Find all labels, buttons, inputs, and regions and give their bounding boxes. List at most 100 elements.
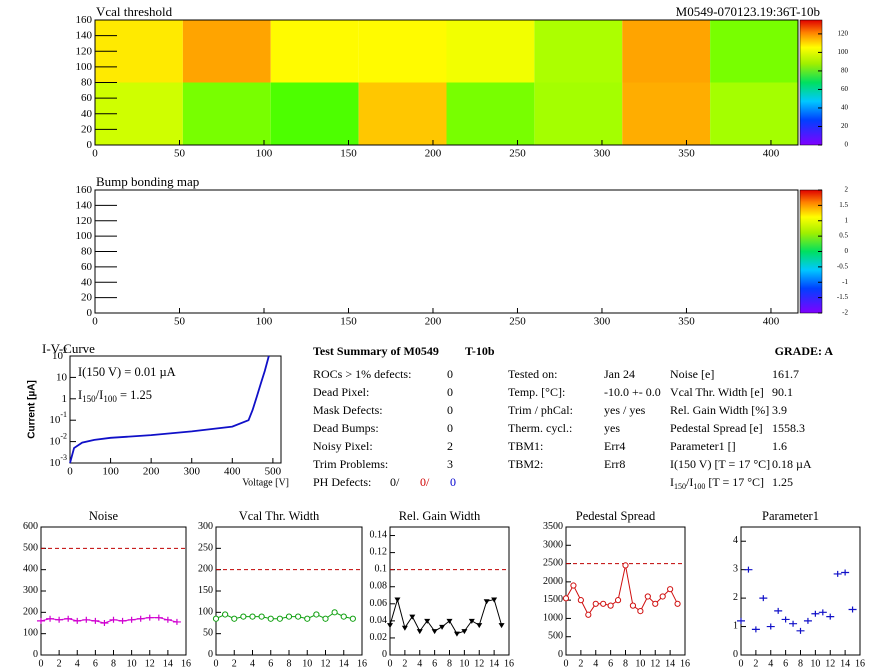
color-tick-label: 1.5 — [839, 201, 848, 209]
y-tick-base: 100 — [76, 230, 93, 242]
x-tick-label: 12 — [321, 658, 331, 669]
y-tick-label: 80 — [81, 76, 93, 88]
y-tick-label: 102 — [52, 346, 67, 362]
summary-label: TBM1: — [508, 439, 543, 453]
marker — [652, 600, 659, 607]
y-tick-label: 1 — [733, 621, 738, 632]
y-tick-base: 0.1 — [375, 564, 388, 575]
heat-cell — [358, 82, 447, 145]
marker — [737, 617, 745, 624]
marker — [276, 615, 283, 622]
x-tick-label: 8 — [447, 658, 452, 669]
color-tick-label: -1.5 — [837, 293, 849, 301]
y-tick-label: 0 — [733, 649, 738, 660]
y-tick-base: 0 — [33, 649, 38, 660]
y-tick-exponent: -3 — [60, 453, 67, 462]
y-tick-label: 80 — [81, 245, 93, 257]
y-axis-label: Current [µA] — [27, 380, 38, 439]
marker — [285, 613, 293, 620]
y-tick-base: 10 — [49, 457, 61, 469]
x-tick-label: 12 — [474, 658, 484, 669]
marker — [614, 597, 622, 604]
y-tick-label: 120 — [76, 214, 93, 226]
x-tick-label: 14 — [840, 658, 850, 669]
y-tick-base: 3000 — [543, 540, 563, 551]
y-tick-base: 2000 — [543, 576, 563, 587]
y-tick-label: 160 — [76, 184, 93, 196]
x-tick-label: 150 — [340, 316, 357, 328]
x-tick-label: 500 — [265, 466, 282, 478]
y-tick-label: 0.14 — [370, 530, 388, 541]
x-tick-label: 14 — [665, 658, 675, 669]
summary-value: Err8 — [604, 457, 625, 471]
marker — [145, 614, 154, 621]
x-tick-label: 2 — [232, 658, 237, 669]
summary-label: Parameter1 [] — [670, 439, 736, 453]
x-tick-label: 250 — [509, 148, 526, 160]
x-tick-label: 400 — [763, 148, 780, 160]
y-tick-exponent: -1 — [60, 410, 67, 419]
heat-cell — [358, 20, 447, 83]
marker — [172, 618, 181, 625]
x-tick-label: 10 — [810, 658, 820, 669]
marker — [304, 615, 311, 622]
marker — [833, 570, 842, 577]
y-tick-label: 600 — [23, 521, 38, 532]
marker — [424, 618, 431, 624]
summary-value: 0 — [447, 421, 453, 435]
y-tick-base: 150 — [198, 585, 213, 596]
x-tick-label: 0 — [92, 316, 98, 328]
marker — [212, 615, 220, 622]
x-tick-label: 12 — [650, 658, 660, 669]
color-tick-label: 0.5 — [839, 232, 848, 240]
x-tick-label: 350 — [678, 316, 695, 328]
marker — [118, 617, 127, 624]
y-tick-label: 140 — [76, 29, 93, 41]
x-tick-label: 2 — [402, 658, 407, 669]
color-tick-label: 100 — [838, 48, 849, 56]
summary-label: I150/I100 [T = 17 °C] — [670, 475, 764, 491]
marker — [313, 611, 320, 618]
x-tick-label: 400 — [224, 466, 241, 478]
summary-label: Pedestal Spread [e] — [670, 421, 763, 435]
summary-value: 0 — [450, 475, 456, 489]
x-tick-label: 16 — [181, 658, 191, 669]
marker — [667, 586, 674, 593]
heat-cell — [534, 82, 623, 145]
x-tick-label: 0 — [388, 658, 393, 669]
x-tick-label: 10 — [635, 658, 645, 669]
y-tick-base: 40 — [81, 107, 93, 119]
y-tick-label: 0.02 — [370, 632, 388, 643]
y-tick-label: 0 — [382, 649, 387, 660]
marker — [64, 615, 73, 622]
y-tick-base: 0 — [733, 649, 738, 660]
color-tick-label: -1 — [842, 278, 848, 286]
x-tick-label: 4 — [768, 658, 773, 669]
x-tick-label: 400 — [763, 316, 780, 328]
y-tick-label: 250 — [198, 543, 213, 554]
marker — [295, 613, 302, 620]
x-tick-label: 6 — [608, 658, 613, 669]
y-tick-label: 20 — [81, 291, 93, 303]
ratio-part: [T = 17 °C] — [705, 475, 764, 489]
color-tick-label: 80 — [841, 67, 849, 75]
chart-title: Vcal Thr. Width — [239, 509, 320, 523]
y-tick-base: 0.14 — [370, 530, 388, 541]
y-tick-label: 0.08 — [370, 581, 388, 592]
heat-cell — [446, 20, 535, 83]
heat-cell — [710, 82, 798, 145]
x-tick-label: 0 — [739, 658, 744, 669]
summary-value: Err4 — [604, 439, 625, 453]
y-tick-base: 4 — [733, 536, 738, 547]
y-tick-base: 0 — [558, 649, 563, 660]
map-subtitle: M0549-070123.19:36T-10b — [676, 4, 820, 19]
x-tick-label: 4 — [417, 658, 422, 669]
annotation: I(150 V) = 0.01 µA — [78, 365, 176, 379]
y-tick-base: 20 — [81, 291, 93, 303]
marker — [249, 613, 256, 620]
y-tick-base: 300 — [198, 521, 213, 532]
y-tick-base: 120 — [76, 45, 93, 57]
y-tick-base: 100 — [76, 60, 93, 72]
x-tick-label: 6 — [268, 658, 273, 669]
y-tick-base: 3500 — [543, 521, 563, 532]
